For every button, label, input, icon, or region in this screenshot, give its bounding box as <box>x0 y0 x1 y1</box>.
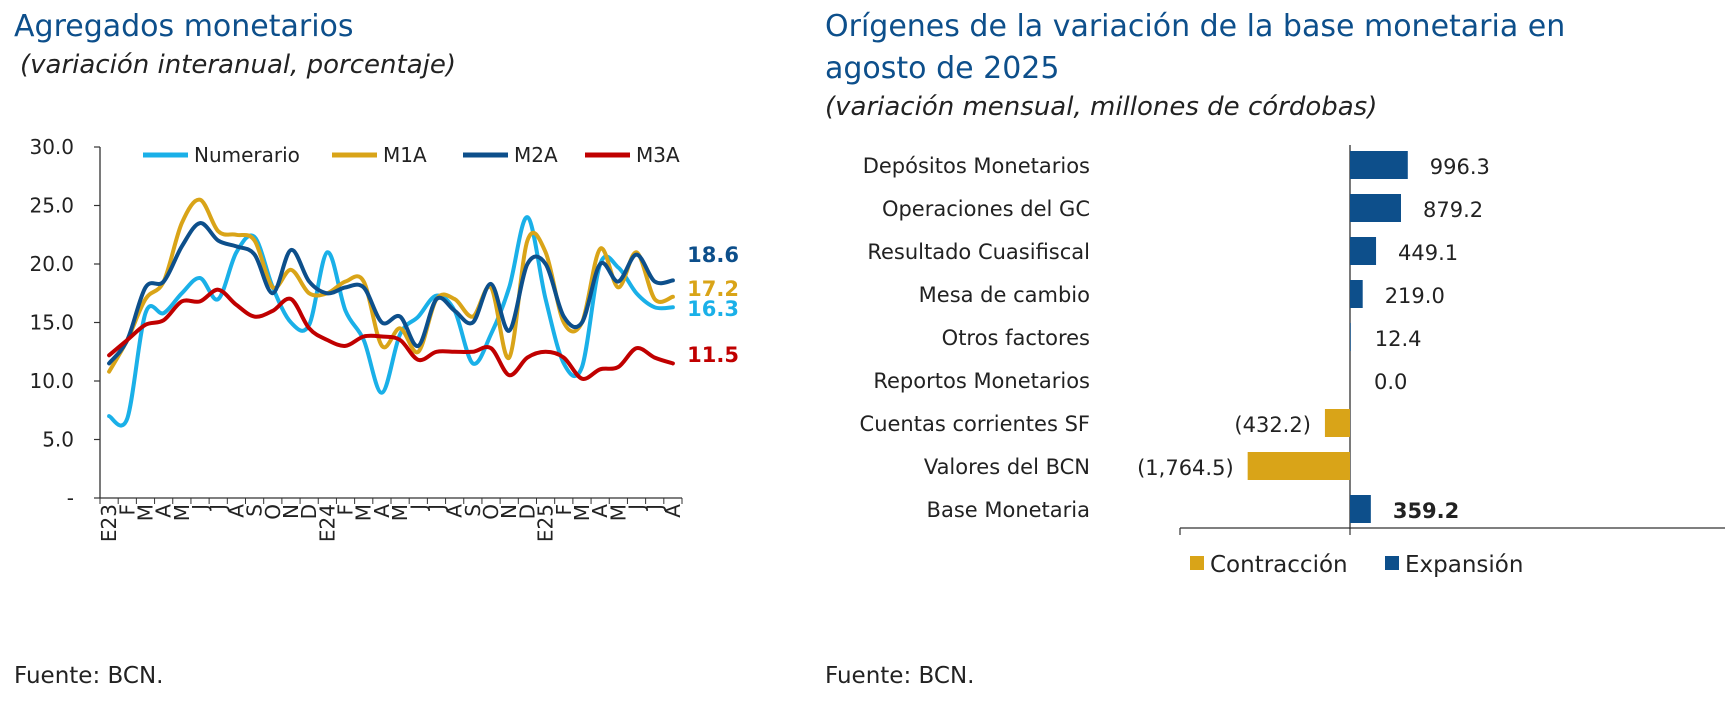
x-tick-label: J <box>188 504 212 512</box>
legend-label-m2a: M2A <box>514 143 558 167</box>
value-label: 219.0 <box>1385 284 1445 308</box>
series-line-m3a <box>107 287 675 381</box>
x-tick-label: D <box>297 504 321 519</box>
bar <box>1350 495 1371 523</box>
left-source-note: Fuente: BCN. <box>14 663 164 689</box>
x-tick-label: A <box>224 504 248 518</box>
category-label: Depósitos Monetarios <box>863 154 1090 178</box>
legend-label-m1a: M1A <box>383 143 427 167</box>
y-tick-label: 30.0 <box>29 135 74 159</box>
x-tick-label: F <box>334 504 358 516</box>
category-label: Cuentas corrientes SF <box>860 412 1090 436</box>
y-tick-label: 10.0 <box>29 369 74 393</box>
right-chart-subtitle: (variación mensual, millones de córdobas… <box>825 92 1378 122</box>
series-line-m2a <box>107 221 675 366</box>
x-tick-label: J <box>424 504 448 512</box>
value-label: 359.2 <box>1393 499 1459 523</box>
right-chart-title-line2: agosto de 2025 <box>825 51 1060 86</box>
category-label: Operaciones del GC <box>882 197 1090 221</box>
category-label: Base Monetaria <box>927 498 1090 522</box>
value-label: (432.2) <box>1234 413 1311 437</box>
x-tick-label: F <box>552 504 576 516</box>
x-tick-label: M <box>352 504 376 521</box>
legend-label-m3a: M3A <box>636 143 680 167</box>
end-label-numerario: 16.3 <box>687 297 739 321</box>
x-tick-label: J <box>206 504 230 512</box>
y-tick-label: - <box>67 486 74 510</box>
y-tick-label: 25.0 <box>29 194 74 218</box>
x-tick-label: D <box>515 504 539 519</box>
x-tick-label: J <box>643 504 667 512</box>
value-label: 879.2 <box>1423 198 1483 222</box>
value-label: (1,764.5) <box>1137 456 1234 480</box>
bar-chart: Depósitos Monetarios 996.3 Operaciones del… <box>860 145 1725 578</box>
legend-label-numerario: Numerario <box>194 143 300 167</box>
category-label: Mesa de cambio <box>919 283 1090 307</box>
x-tick-label: J <box>625 504 649 512</box>
end-label-m1a: 17.2 <box>687 277 739 301</box>
legend-swatch-contraccion <box>1190 556 1204 570</box>
y-tick-label: 15.0 <box>29 311 74 335</box>
x-tick-label: M <box>570 504 594 521</box>
end-label-m2a: 18.6 <box>687 243 739 267</box>
bar <box>1350 151 1408 179</box>
value-label: 12.4 <box>1375 327 1422 351</box>
x-tick-label: O <box>479 504 503 520</box>
bar <box>1350 323 1351 351</box>
x-tick-label: S <box>243 504 267 517</box>
right-source-note: Fuente: BCN. <box>825 663 975 689</box>
x-tick-label: A <box>370 504 394 518</box>
x-tick-label: A <box>588 504 612 518</box>
bar <box>1350 194 1401 222</box>
category-label: Resultado Cuasifiscal <box>867 240 1090 264</box>
category-label: Reportos Monetarios <box>873 369 1090 393</box>
value-label: 449.1 <box>1398 241 1458 265</box>
line-chart: -5.010.015.020.025.030.0E23FMAMJJASONDE2… <box>29 135 739 542</box>
category-label: Otros factores <box>942 326 1090 350</box>
left-chart-subtitle: (variación interanual, porcentaje) <box>20 50 456 80</box>
value-label: 0.0 <box>1374 370 1407 394</box>
end-label-m3a: 11.5 <box>687 343 739 367</box>
x-tick-label: M <box>133 504 157 521</box>
x-tick-label: A <box>443 504 467 518</box>
right-chart-title-line1: Orígenes de la variación de la base mone… <box>825 9 1566 44</box>
legend-swatch-expansion <box>1385 556 1399 570</box>
y-tick-label: 5.0 <box>42 428 74 452</box>
x-tick-label: M <box>170 504 194 521</box>
bar <box>1247 452 1350 480</box>
x-tick-label: E24 <box>315 504 339 542</box>
category-label: Valores del BCN <box>924 455 1090 479</box>
legend-label-contraccion: Contracción <box>1210 552 1348 578</box>
legend-label-expansion: Expansión <box>1405 552 1523 578</box>
x-tick-label: A <box>661 504 685 518</box>
x-tick-label: E23 <box>97 504 121 542</box>
x-tick-label: A <box>152 504 176 518</box>
x-tick-label: N <box>279 504 303 519</box>
bar <box>1350 280 1363 308</box>
x-tick-label: J <box>406 504 430 512</box>
left-chart-title: Agregados monetarios <box>14 9 354 44</box>
bar <box>1324 409 1350 437</box>
value-label: 996.3 <box>1430 155 1490 179</box>
bar <box>1350 237 1377 265</box>
y-tick-label: 20.0 <box>29 252 74 276</box>
x-tick-label: E25 <box>534 504 558 542</box>
x-tick-label: M <box>606 504 630 521</box>
x-tick-label: M <box>388 504 412 521</box>
x-tick-label: N <box>497 504 521 519</box>
x-tick-label: F <box>115 504 139 516</box>
x-tick-label: O <box>261 504 285 520</box>
x-tick-label: S <box>461 504 485 517</box>
series-line-numerario <box>107 215 675 428</box>
